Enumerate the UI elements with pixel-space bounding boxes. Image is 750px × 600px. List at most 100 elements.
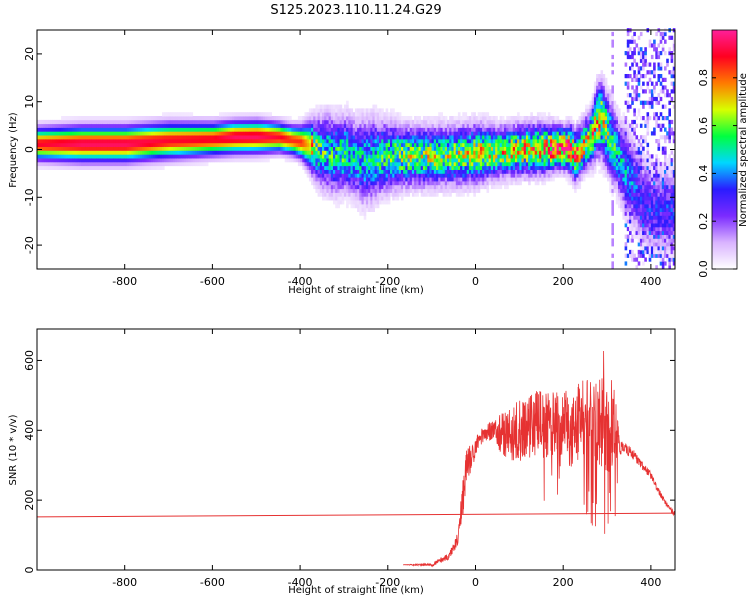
spectrogram-cell bbox=[313, 184, 316, 190]
spectrogram-cell bbox=[381, 169, 384, 174]
spectrogram-cell bbox=[216, 127, 220, 132]
spectrogram-cell bbox=[460, 165, 463, 170]
spectrogram-cell bbox=[374, 123, 378, 128]
spectrogram-cell bbox=[94, 139, 97, 144]
spectrogram-cell bbox=[418, 158, 422, 163]
spectrogram-cell bbox=[37, 142, 40, 147]
spectrogram-cell bbox=[416, 146, 419, 151]
spectrogram-cell bbox=[278, 131, 281, 136]
spectrogram-cell bbox=[120, 139, 123, 144]
spectrogram-cell bbox=[407, 161, 411, 167]
spectrogram-cell bbox=[528, 150, 531, 155]
spectrogram-cell bbox=[39, 131, 42, 136]
spectrogram-cell bbox=[394, 161, 397, 167]
spectrogram-cell bbox=[181, 146, 185, 151]
spectrogram-cell bbox=[471, 119, 474, 125]
spectrogram-cell bbox=[229, 142, 233, 147]
spectrogram-cell bbox=[326, 116, 329, 121]
spectrogram-cell bbox=[129, 146, 132, 151]
spectrogram-cell bbox=[539, 116, 542, 121]
spectrogram-cell bbox=[311, 169, 314, 174]
spectrogram-cell bbox=[319, 131, 323, 136]
spectrogram-cell bbox=[142, 135, 145, 140]
spectrogram-cell bbox=[589, 100, 593, 105]
spectrogram-cell bbox=[414, 158, 417, 163]
spectrogram-cell bbox=[67, 123, 71, 128]
spectrogram-cell bbox=[262, 158, 266, 163]
spectrogram-cell bbox=[300, 116, 303, 121]
spectrogram-cell bbox=[400, 173, 404, 178]
spectrogram-cell bbox=[420, 188, 424, 193]
spectrogram-cell bbox=[582, 142, 586, 147]
spectrogram-cell bbox=[620, 139, 623, 144]
spectrogram-cell bbox=[324, 173, 327, 178]
spectrogram-cell bbox=[190, 158, 194, 163]
spectrogram-cell bbox=[431, 181, 435, 186]
spectrogram-cell bbox=[422, 116, 426, 121]
spectrogram-cell bbox=[78, 123, 82, 128]
spectrogram-cell bbox=[324, 158, 327, 163]
spectrogram-cell bbox=[466, 165, 470, 170]
spectrogram-cell bbox=[523, 139, 527, 144]
spectrogram-cell bbox=[335, 165, 338, 170]
spectrogram-cell bbox=[227, 146, 231, 151]
spectrogram-cell bbox=[317, 165, 321, 170]
spectrogram-cell bbox=[89, 123, 93, 128]
spectrogram-cell bbox=[626, 192, 630, 197]
spectrogram-cell bbox=[72, 123, 75, 128]
spectrogram-cell bbox=[293, 142, 297, 147]
spectrogram-cell bbox=[284, 150, 288, 155]
spectrogram-cell bbox=[626, 123, 630, 128]
spectrogram-cell bbox=[504, 127, 507, 132]
spectrogram-cell bbox=[91, 154, 95, 159]
spectrogram-cell bbox=[212, 142, 215, 147]
spectrogram-cell bbox=[210, 131, 213, 136]
spectrogram-cell bbox=[170, 119, 174, 125]
spectrogram-cell bbox=[280, 139, 283, 144]
spectrogram-cell bbox=[381, 181, 384, 186]
spectrogram-cell bbox=[563, 165, 566, 170]
spectrogram-cell bbox=[633, 58, 636, 63]
spectrogram-cell bbox=[194, 161, 198, 167]
spectrogram-cell bbox=[631, 85, 634, 90]
spectrogram-cell bbox=[194, 116, 198, 121]
spectrogram-cell bbox=[554, 123, 557, 128]
spectrogram-cell bbox=[354, 146, 358, 151]
spectrogram-cell bbox=[339, 173, 343, 178]
spectrogram-cell bbox=[611, 100, 614, 105]
spectrogram-cell bbox=[267, 158, 270, 163]
spectrogram-cell bbox=[495, 150, 498, 155]
spectrogram-cell bbox=[131, 161, 134, 167]
spectrogram-cell bbox=[267, 135, 270, 140]
spectrogram-cell bbox=[482, 119, 485, 125]
spectrogram-cell bbox=[462, 139, 465, 144]
spectrogram-cell bbox=[552, 119, 555, 125]
spectrogram-cell bbox=[587, 161, 590, 167]
spectrogram-cell bbox=[348, 150, 351, 155]
spectrogram-cell bbox=[460, 142, 463, 147]
spectrogram-cell bbox=[300, 150, 303, 155]
spectrogram-cell bbox=[554, 150, 557, 155]
spectrogram-cell bbox=[87, 119, 90, 125]
spectrogram-cell bbox=[328, 154, 332, 159]
spectrogram-cell bbox=[611, 200, 614, 205]
spectrogram-cell bbox=[249, 131, 253, 136]
spectrogram-cell bbox=[543, 177, 547, 182]
spectrogram-cell bbox=[400, 165, 404, 170]
spectrogram-cell bbox=[357, 204, 360, 209]
spectrogram-cell bbox=[462, 154, 465, 159]
spectrogram-cell bbox=[578, 158, 582, 163]
spectrogram-cell bbox=[550, 158, 553, 163]
spectrogram-cell bbox=[65, 135, 69, 140]
spectrogram-cell bbox=[229, 135, 233, 140]
spectrogram-cell bbox=[387, 131, 391, 136]
spectrogram-cell bbox=[576, 142, 579, 147]
spectrogram-cell bbox=[87, 161, 90, 167]
spectrogram-cell bbox=[354, 169, 358, 174]
spectrogram-cell bbox=[403, 146, 406, 151]
spectrogram-cell bbox=[493, 139, 496, 144]
spectrogram-cell bbox=[510, 177, 514, 182]
spectrogram-cell bbox=[394, 142, 397, 147]
spectrogram-cell bbox=[626, 196, 630, 201]
spectrogram-cell bbox=[183, 131, 187, 136]
